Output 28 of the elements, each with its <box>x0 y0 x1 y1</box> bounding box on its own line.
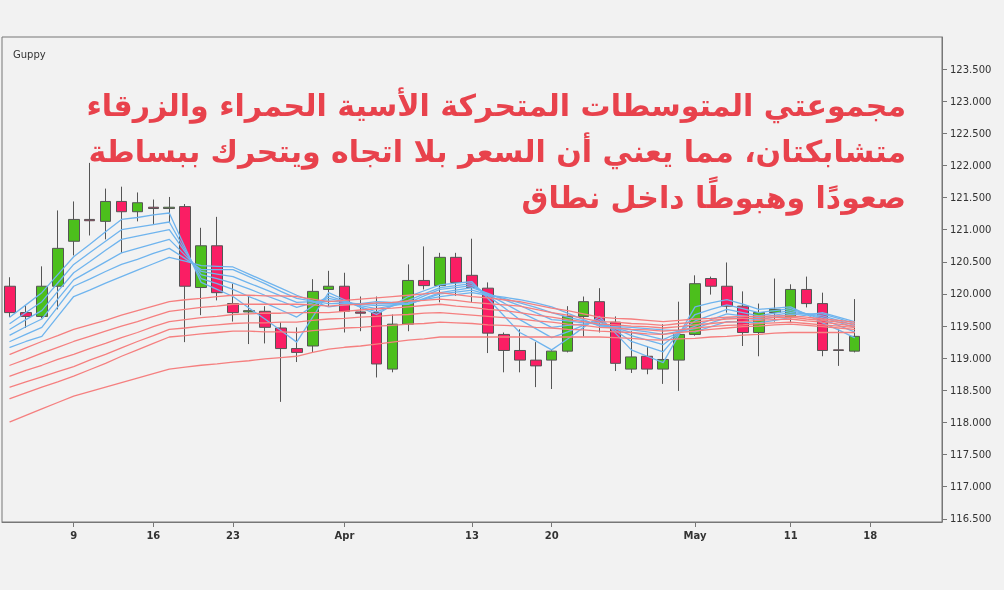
x-tick-label: 18 <box>863 529 878 541</box>
y-tick-label: 117.000 <box>950 481 992 493</box>
y-tick-label: 123.000 <box>950 95 992 107</box>
y-tick-label: 121.000 <box>950 224 992 236</box>
annotation: متشابكتان، مما يعني أن السعر بلا اتجاه ويتحرك ببساطة <box>88 131 906 170</box>
y-tick-label: 119.000 <box>950 352 992 364</box>
y-tick-label: 119.500 <box>950 320 992 332</box>
x-tick-label: 23 <box>226 529 241 541</box>
x-tick-label: 16 <box>146 529 161 541</box>
y-tick-label: 118.000 <box>950 416 992 428</box>
y-tick-label: 121.500 <box>950 192 992 204</box>
annotation: مجموعتي المتوسطات المتحركة الأسية الحمراء والزرقاء <box>86 86 906 124</box>
x-tick-label: 20 <box>544 529 559 541</box>
annotation: صعودًا وهبوطًا داخل نطاق <box>521 175 906 216</box>
x-tick-label: 9 <box>70 529 78 541</box>
x-tick-label: Apr <box>334 529 355 541</box>
y-tick-label: 123.500 <box>950 63 992 75</box>
x-tick-label: 11 <box>783 529 798 541</box>
x-tick-label: 13 <box>465 529 479 541</box>
x-tick-label: May <box>683 529 707 541</box>
y-tick-label: 116.500 <box>950 513 992 525</box>
y-tick-label: 122.500 <box>950 127 992 139</box>
y-tick-label: 122.000 <box>950 159 992 171</box>
text: Guppy <box>13 48 46 60</box>
y-tick-label: 120.500 <box>950 256 992 268</box>
y-tick-label: 120.000 <box>950 288 992 300</box>
y-tick-label: 117.500 <box>950 449 992 461</box>
y-tick-label: 118.500 <box>950 384 992 396</box>
